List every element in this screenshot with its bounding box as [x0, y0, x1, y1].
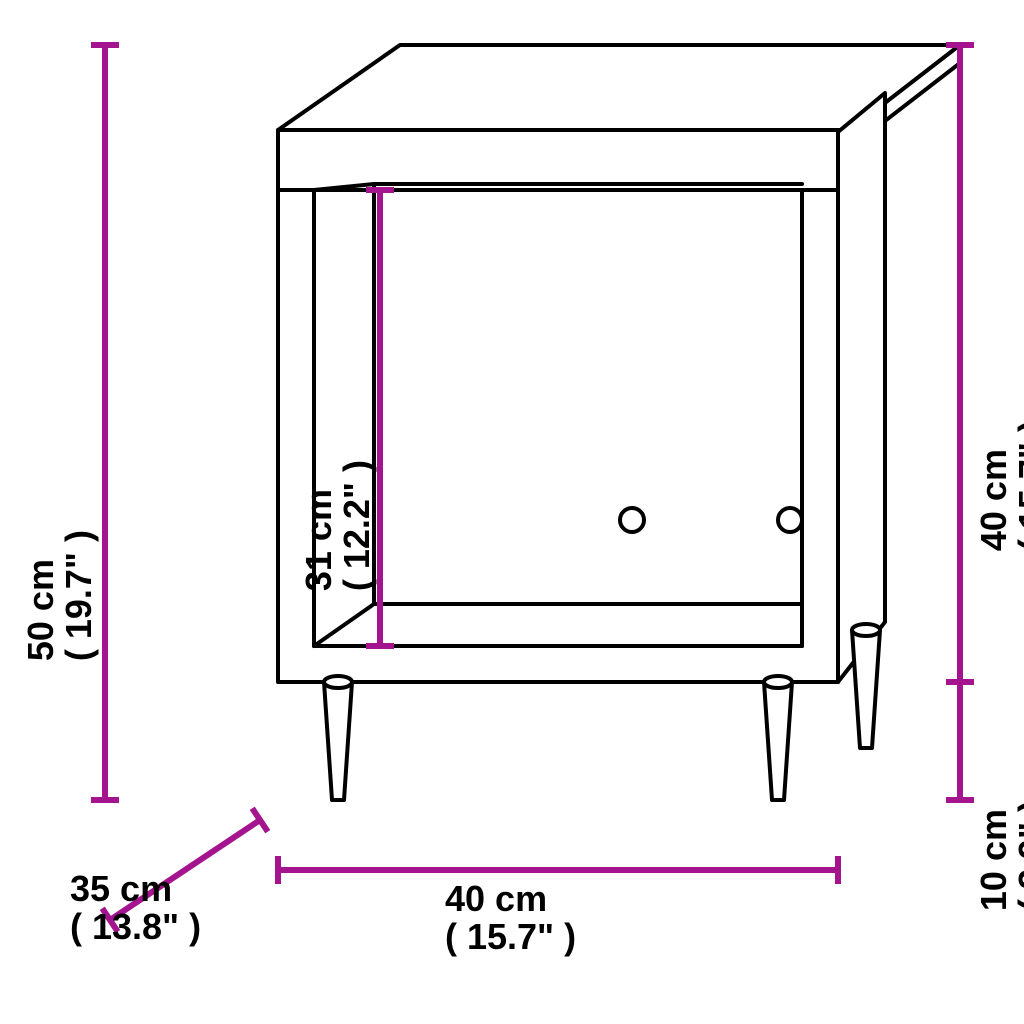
label-leg-height: 10 cm ( 3.9" ) [975, 800, 1024, 911]
label-height-total: 50 cm ( 19.7" ) [22, 530, 98, 661]
label-width: 40 cm ( 15.7" ) [445, 880, 576, 956]
label-body-height: 40 cm ( 15.7" ) [975, 420, 1024, 551]
label-depth: 35 cm ( 13.8" ) [70, 870, 201, 946]
label-inner-height: 31 cm ( 12.2" ) [300, 460, 376, 591]
